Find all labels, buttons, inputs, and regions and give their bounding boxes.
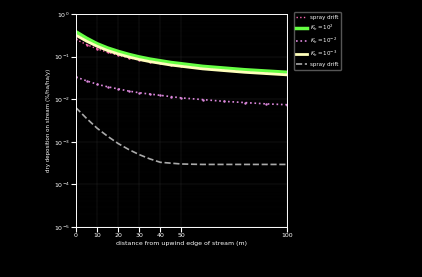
Kh=10^-2 [95,83,100,86]
Kh=10^2 [158,59,163,62]
Line: spray drift: spray drift [75,39,288,75]
Y-axis label: dry deposition on stream (%/ha/ha/y): dry deposition on stream (%/ha/ha/y) [46,69,51,172]
Line: Kh=10^-3: Kh=10^-3 [76,35,287,75]
spray drift [263,71,268,75]
spray drift [158,62,163,65]
Kh=10^2 [116,50,121,53]
Kh=10^-3 [137,58,142,61]
spray drift [126,148,131,151]
Kh=10^2 [73,30,78,34]
Kh=10^-2 [179,96,184,99]
spray drift [200,163,205,166]
Kh=10^2 [263,69,268,73]
spray drift [84,43,89,46]
Kh=10^-3 [116,52,121,56]
Kh=10^-2 [221,100,226,103]
spray drift [116,53,121,57]
spray drift [147,157,152,161]
Kh=10^-2 [242,101,247,104]
spray drift [284,72,289,75]
Kh=10^2 [147,57,152,61]
spray drift [147,60,152,63]
Kh=10^2 [137,55,142,59]
Kh=10^-2 [116,87,121,91]
Kh=10^-2 [126,89,131,93]
Kh=10^2 [200,65,205,68]
Kh=10^2 [221,66,226,70]
spray drift [116,142,121,145]
Kh=10^-2 [284,103,289,106]
spray drift [137,58,142,61]
Kh=10^2 [179,62,184,65]
Kh=10^-3 [263,72,268,75]
Kh=10^-3 [168,63,173,67]
Kh=10^-3 [221,69,226,72]
Line: Kh=10^2: Kh=10^2 [76,32,287,72]
Kh=10^-3 [147,60,152,63]
spray drift [221,68,226,71]
Line: Kh=10^-2: Kh=10^-2 [75,76,288,106]
spray drift [263,163,268,166]
Kh=10^2 [105,46,110,50]
Kh=10^2 [284,71,289,74]
Line: spray drift: spray drift [76,108,287,165]
spray drift [242,70,247,73]
Kh=10^-3 [284,73,289,76]
Kh=10^-3 [95,45,100,48]
Kh=10^-2 [105,85,110,88]
spray drift [105,135,110,138]
spray drift [137,153,142,156]
spray drift [168,161,173,165]
Kh=10^2 [84,37,89,40]
Kh=10^-3 [73,34,78,37]
Kh=10^-3 [84,40,89,43]
spray drift [126,56,131,60]
spray drift [284,163,289,166]
spray drift [105,51,110,54]
spray drift [84,117,89,120]
Kh=10^-3 [126,55,131,59]
Kh=10^2 [126,53,131,56]
Kh=10^-2 [168,95,173,98]
spray drift [200,66,205,70]
Kh=10^-3 [179,65,184,68]
Kh=10^-2 [84,79,89,83]
Kh=10^-3 [200,67,205,71]
spray drift [242,163,247,166]
spray drift [158,161,163,164]
Kh=10^2 [242,68,247,71]
Kh=10^-2 [137,91,142,94]
Kh=10^-2 [147,93,152,96]
Legend: spray drift, $K_h=10^2$, $K_h=10^{-2}$, $K_h=10^{-3}$, spray drift: spray drift, $K_h=10^2$, $K_h=10^{-2}$, … [294,12,341,70]
Kh=10^-3 [242,71,247,74]
Kh=10^-2 [263,102,268,106]
spray drift [179,162,184,166]
X-axis label: distance from upwind edge of stream (m): distance from upwind edge of stream (m) [116,241,247,246]
Kh=10^-3 [105,49,110,52]
spray drift [73,38,78,41]
Kh=10^2 [168,61,173,64]
spray drift [95,47,100,50]
spray drift [95,127,100,130]
Kh=10^-2 [73,75,78,79]
Kh=10^-2 [158,94,163,97]
Kh=10^2 [95,42,100,45]
spray drift [221,163,226,166]
spray drift [168,63,173,66]
Kh=10^-2 [200,98,205,101]
spray drift [73,106,78,109]
Kh=10^-3 [158,62,163,65]
spray drift [179,64,184,68]
